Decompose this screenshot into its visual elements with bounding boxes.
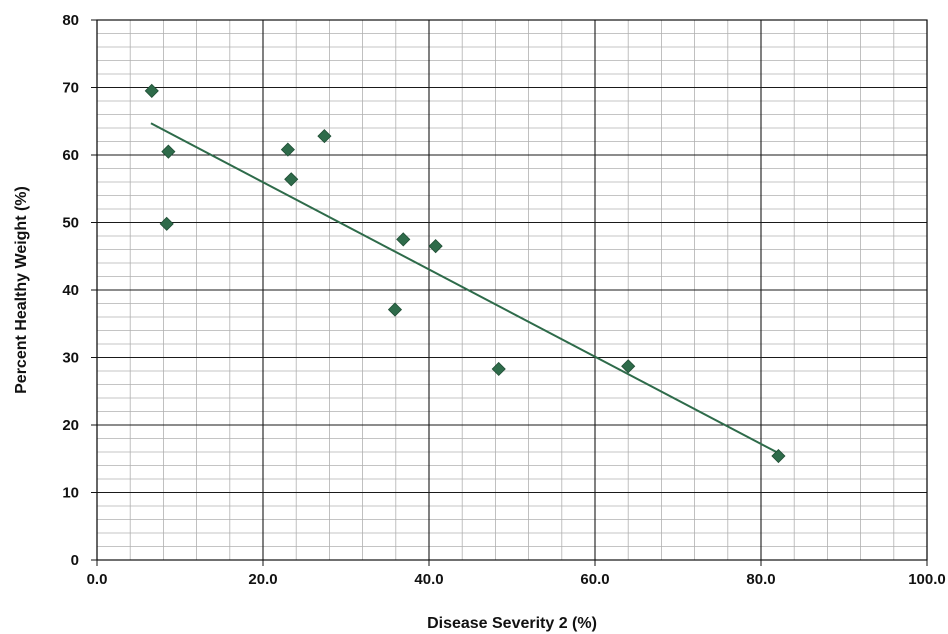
- data-point: [387, 302, 403, 317]
- data-point: [317, 129, 332, 144]
- y-tick-label: 10: [62, 485, 79, 502]
- y-tick-label: 40: [62, 282, 79, 299]
- data-point: [161, 144, 176, 159]
- plot-frame: [96, 19, 928, 561]
- axes: [91, 19, 928, 566]
- x-tick-label: 0.0: [87, 571, 108, 588]
- data-point: [491, 361, 506, 377]
- data-point: [396, 232, 411, 247]
- x-tick-label: 60.0: [580, 571, 609, 588]
- x-axis-title: Disease Severity 2 (%): [427, 615, 597, 632]
- y-tick-label: 30: [62, 350, 79, 367]
- data-point: [771, 448, 786, 464]
- x-tick-labels: 0.0 20.0 40.0 60.0 80.0 100.0: [87, 571, 946, 588]
- x-tick-label: 100.0: [908, 571, 946, 588]
- y-tick-label: 50: [62, 215, 79, 232]
- data-point: [428, 239, 443, 254]
- y-tick-label: 20: [62, 417, 79, 434]
- data-point: [159, 216, 174, 231]
- data-point: [284, 172, 299, 187]
- y-tick-labels: 0 10 20 30 40 50 60 70 80: [62, 12, 79, 569]
- y-tick-label: 80: [62, 12, 79, 29]
- y-tick-label: 70: [62, 80, 79, 97]
- trendline-group: [150, 122, 779, 454]
- x-tick-label: 40.0: [414, 571, 443, 588]
- data-point: [144, 83, 159, 98]
- y-tick-label: 60: [62, 147, 79, 164]
- y-axis-title: Percent Healthy Weight (%): [13, 186, 30, 394]
- data-point: [280, 142, 295, 157]
- x-tick-label: 20.0: [248, 571, 277, 588]
- data-points: [144, 83, 786, 464]
- data-point: [621, 359, 636, 374]
- x-tick-label: 80.0: [746, 571, 775, 588]
- trendline: [150, 122, 779, 454]
- y-tick-label: 0: [71, 552, 79, 569]
